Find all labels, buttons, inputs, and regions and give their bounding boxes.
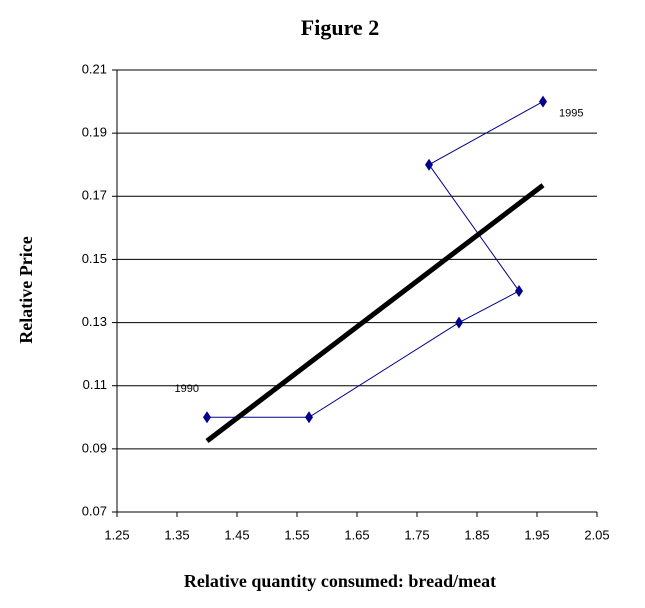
x-tick-label: 1.45: [224, 527, 249, 542]
y-tick-label: 0.09: [82, 440, 107, 455]
x-tick-label: 1.85: [464, 527, 489, 542]
x-tick-label: 1.65: [344, 527, 369, 542]
point-marker: [515, 285, 523, 297]
x-tick-label: 1.25: [104, 527, 129, 542]
y-tick-label: 0.19: [82, 125, 107, 140]
y-tick-label: 0.11: [83, 377, 107, 392]
series-line: [207, 101, 544, 418]
point-marker: [203, 411, 211, 424]
y-tick-label: 0.15: [82, 251, 107, 266]
y-tick-label: 0.07: [82, 503, 107, 518]
point-marker: [539, 95, 547, 108]
x-tick-label: 1.75: [404, 527, 429, 542]
y-axis-label: Relative Price: [16, 236, 36, 343]
point-marker: [425, 158, 433, 171]
y-tick-label: 0.17: [82, 188, 107, 203]
y-tick-label: 0.13: [82, 314, 107, 329]
annotation: 1990: [175, 383, 199, 395]
chart-title: Figure 2: [301, 15, 379, 40]
y-tick-label: 0.21: [82, 61, 107, 76]
x-axis-label: Relative quantity consumed: bread/meat: [184, 571, 496, 591]
point-marker: [305, 411, 313, 424]
trend-line: [205, 183, 545, 443]
x-tick-label: 1.35: [164, 527, 189, 542]
annotation: 1995: [559, 107, 583, 119]
x-tick-label: 1.95: [524, 527, 549, 542]
x-tick-label: 2.05: [584, 527, 609, 542]
point-marker: [455, 316, 463, 329]
x-tick-label: 1.55: [284, 527, 309, 542]
